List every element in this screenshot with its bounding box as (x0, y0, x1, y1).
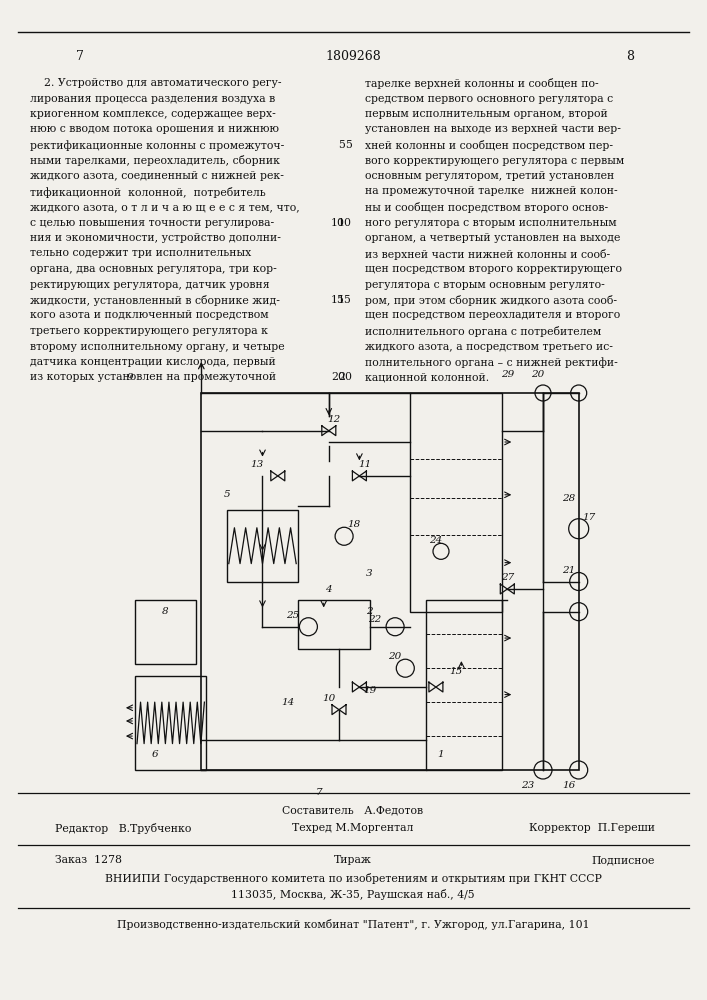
Text: 27: 27 (501, 573, 514, 582)
Bar (410, 393, 502, 612)
Text: органа, два основных регулятора, три кор-: органа, два основных регулятора, три кор… (30, 264, 276, 274)
Text: криогенном комплексе, содержащее верх-: криогенном комплексе, содержащее верх- (30, 109, 276, 119)
Text: ректификационные колонны с промежуточ-: ректификационные колонны с промежуточ- (30, 140, 284, 151)
Bar (135, 600, 197, 664)
Text: 20: 20 (531, 370, 544, 379)
Text: тификационной  колонной,  потребитель: тификационной колонной, потребитель (30, 186, 266, 198)
Text: 16: 16 (562, 781, 575, 790)
Text: 1: 1 (438, 750, 444, 759)
Text: 18: 18 (348, 520, 361, 529)
Text: 8: 8 (626, 50, 634, 63)
Text: нюю с вводом потока орошения и нижнюю: нюю с вводом потока орошения и нижнюю (30, 124, 279, 134)
Bar (227, 510, 298, 582)
Text: второму исполнительному органу, и четыре: второму исполнительному органу, и четыре (30, 342, 285, 352)
Text: ными тарелками, переохладитель, сборник: ными тарелками, переохладитель, сборник (30, 155, 280, 166)
Text: 29: 29 (501, 370, 514, 379)
Text: Заказ  1278: Заказ 1278 (55, 855, 122, 865)
Text: 24: 24 (429, 536, 443, 545)
Text: исполнительного органа с потребителем: исполнительного органа с потребителем (365, 326, 601, 337)
Text: полнительного органа – с нижней ректифи-: полнительного органа – с нижней ректифи- (365, 357, 618, 368)
Text: щен посредством переохладителя и второго: щен посредством переохладителя и второго (365, 310, 620, 320)
Text: Редактор   В.Трубченко: Редактор В.Трубченко (55, 823, 192, 834)
Text: 7: 7 (315, 788, 322, 797)
Text: 25: 25 (286, 611, 300, 620)
Text: 2: 2 (366, 607, 373, 616)
Text: Подписное: Подписное (592, 855, 655, 865)
Bar (201, 393, 579, 770)
Text: 6: 6 (152, 750, 158, 759)
Text: 5: 5 (223, 490, 230, 499)
Text: 13: 13 (251, 460, 264, 469)
Text: из верхней части нижней колонны и сооб-: из верхней части нижней колонны и сооб- (365, 248, 610, 259)
Text: регулятора с вторым основным регулято-: регулятора с вторым основным регулято- (365, 279, 604, 290)
Text: датчика концентрации кислорода, первый: датчика концентрации кислорода, первый (30, 357, 276, 367)
Text: 3: 3 (366, 569, 373, 578)
Text: 12: 12 (327, 415, 341, 424)
Text: 15: 15 (331, 295, 345, 305)
Text: основным регулятором, третий установлен: основным регулятором, третий установлен (365, 171, 614, 181)
Text: жидкости, установленный в сборнике жид-: жидкости, установленный в сборнике жид- (30, 295, 280, 306)
Text: Производственно-издательский комбинат "Патент", г. Ужгород, ул.Гагарина, 101: Производственно-издательский комбинат "П… (117, 919, 590, 930)
Text: хней колонны и сообщен посредством пер-: хней колонны и сообщен посредством пер- (365, 140, 613, 151)
Text: органом, а четвертый установлен на выходе: органом, а четвертый установлен на выход… (365, 233, 620, 243)
Text: 5: 5 (338, 140, 345, 150)
Bar (298, 600, 370, 649)
Text: 22: 22 (368, 615, 381, 624)
Text: 11: 11 (358, 460, 371, 469)
Text: щен посредством второго корректирующего: щен посредством второго корректирующего (365, 264, 622, 274)
Text: жидкого азота, соединенный с нижней рек-: жидкого азота, соединенный с нижней рек- (30, 171, 284, 181)
Text: ны и сообщен посредством второго основ-: ны и сообщен посредством второго основ- (365, 202, 608, 213)
Text: ния и экономичности, устройство дополни-: ния и экономичности, устройство дополни- (30, 233, 281, 243)
Text: кационной колонной.: кационной колонной. (365, 372, 489, 382)
Text: 5: 5 (345, 140, 352, 150)
Text: 28: 28 (562, 494, 575, 503)
Text: 19: 19 (363, 686, 376, 695)
Text: Тираж: Тираж (334, 855, 372, 865)
Text: на промежуточной тарелке  нижней колон-: на промежуточной тарелке нижней колон- (365, 186, 618, 196)
Text: 20: 20 (338, 372, 352, 382)
Text: 9: 9 (127, 373, 133, 382)
Text: первым исполнительным органом, второй: первым исполнительным органом, второй (365, 109, 608, 119)
Text: кого азота и подключенный посредством: кого азота и подключенный посредством (30, 310, 269, 320)
Text: 4: 4 (325, 585, 332, 594)
Text: 20: 20 (388, 652, 402, 661)
Text: вого корректирующего регулятора с первым: вого корректирующего регулятора с первым (365, 155, 624, 165)
Text: 10: 10 (322, 694, 335, 703)
Text: из которых установлен на промежуточной: из которых установлен на промежуточной (30, 372, 276, 382)
Text: средством первого основного регулятора с: средством первого основного регулятора с (365, 94, 613, 104)
Text: 20: 20 (331, 372, 345, 382)
Text: 1809268: 1809268 (325, 50, 381, 63)
Text: ВНИИПИ Государственного комитета по изобретениям и открытиям при ГКНТ СССР: ВНИИПИ Государственного комитета по изоб… (105, 873, 602, 884)
Text: 15: 15 (338, 295, 352, 305)
Text: Техред М.Моргентал: Техред М.Моргентал (292, 823, 414, 833)
Text: установлен на выходе из верхней части вер-: установлен на выходе из верхней части ве… (365, 124, 621, 134)
Text: 15: 15 (450, 667, 463, 676)
Text: с целью повышения точности регулирова-: с целью повышения точности регулирова- (30, 218, 274, 228)
Text: 10: 10 (331, 218, 345, 228)
Text: ректирующих регулятора, датчик уровня: ректирующих регулятора, датчик уровня (30, 279, 269, 290)
Text: Составитель   А.Федотов: Составитель А.Федотов (282, 805, 423, 815)
Text: третьего корректирующего регулятора к: третьего корректирующего регулятора к (30, 326, 268, 336)
Text: жидкого азота, а посредством третьего ис-: жидкого азота, а посредством третьего ис… (365, 342, 613, 352)
Text: тельно содержит три исполнительных: тельно содержит три исполнительных (30, 248, 251, 258)
Text: 8: 8 (163, 607, 169, 616)
Text: тарелке верхней колонны и сообщен по-: тарелке верхней колонны и сообщен по- (365, 78, 599, 89)
Bar (426, 600, 502, 770)
Text: лирования процесса разделения воздуха в: лирования процесса разделения воздуха в (30, 94, 275, 104)
Text: 10: 10 (338, 218, 352, 228)
Text: 2. Устройство для автоматического регу-: 2. Устройство для автоматического регу- (30, 78, 281, 88)
Text: 14: 14 (281, 698, 295, 707)
Text: 7: 7 (76, 50, 84, 63)
Text: ром, при этом сборник жидкого азота сооб-: ром, при этом сборник жидкого азота сооб… (365, 295, 617, 306)
Text: 23: 23 (521, 781, 534, 790)
Text: 21: 21 (562, 566, 575, 575)
Bar (135, 676, 206, 770)
Text: Корректор  П.Гереши: Корректор П.Гереши (529, 823, 655, 833)
Text: 113035, Москва, Ж-35, Раушская наб., 4/5: 113035, Москва, Ж-35, Раушская наб., 4/5 (231, 889, 475, 900)
Text: 17: 17 (583, 513, 595, 522)
Text: жидкого азота, о т л и ч а ю щ е е с я тем, что,: жидкого азота, о т л и ч а ю щ е е с я т… (30, 202, 300, 212)
Text: ного регулятора с вторым исполнительным: ного регулятора с вторым исполнительным (365, 218, 617, 228)
